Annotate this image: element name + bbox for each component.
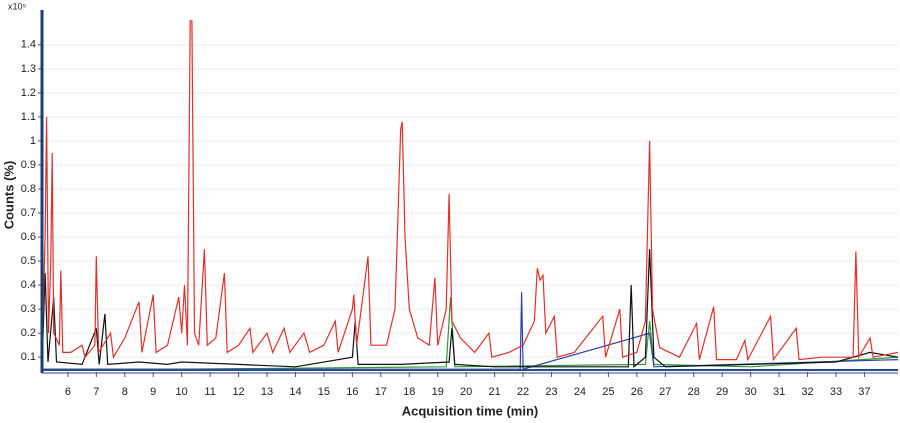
y-tick-label: 0.4	[21, 279, 36, 291]
y-tick-label: 1.1	[21, 111, 36, 123]
x-tick-label: 16	[346, 386, 358, 398]
x-tick-label: 7	[93, 386, 99, 398]
y-tick-label: 0.8	[21, 183, 36, 195]
x-tick-label: 18	[403, 386, 415, 398]
y-tick-label: 0.5	[21, 255, 36, 267]
x-tick-label: 11	[204, 386, 215, 398]
x-tick-label: 24	[574, 386, 586, 398]
y-axis-label: Counts (%)	[1, 161, 16, 230]
x-tick-label: 6	[65, 386, 71, 398]
x-tick-label: 14	[289, 386, 301, 398]
x-tick-label: 37	[858, 386, 870, 398]
y-tick-label: 1.3	[21, 63, 36, 75]
x-tick-label: 23	[545, 386, 557, 398]
y-tick-label: 1	[30, 135, 36, 147]
y-tick-label: 0.7	[21, 207, 36, 219]
series-line	[41, 249, 899, 369]
x-axis-label: Acquisition time (min)	[402, 403, 539, 418]
x-tick-label: 8	[122, 386, 128, 398]
x-tick-label: 28	[688, 386, 700, 398]
x-tick-label: 32	[801, 386, 813, 398]
x-tick-label: 20	[460, 386, 472, 398]
x-tick-label: 22	[517, 386, 529, 398]
y-tick-label: 0.1	[21, 351, 36, 363]
x-tick-label: 33	[830, 386, 842, 398]
x-tick-label: 29	[716, 386, 728, 398]
x-tick-label: 27	[659, 386, 671, 398]
y-tick-label: 1.4	[21, 39, 36, 51]
x-tick-label: 10	[176, 386, 188, 398]
y-tick-label: 0.9	[21, 159, 36, 171]
x-tick-label: 9	[150, 386, 156, 398]
y-tick-label: 0.6	[21, 231, 36, 243]
x-tick-label: 21	[488, 386, 500, 398]
x-tick-label: 12	[232, 386, 244, 398]
y-tick-label: 0.3	[21, 303, 36, 315]
y-tick-label: 1.2	[21, 87, 36, 99]
x-tick-label: 19	[432, 386, 444, 398]
y-multiplier: x10⁵	[8, 1, 27, 11]
x-tick-label: 31	[773, 386, 785, 398]
y-tick-label: 0.2	[21, 327, 36, 339]
x-tick-label: 25	[602, 386, 614, 398]
x-tick-label: 26	[631, 386, 643, 398]
x-tick-label: 17	[375, 386, 387, 398]
series-line	[41, 20, 899, 362]
x-tick-label: 15	[318, 386, 330, 398]
x-tick-label: 30	[745, 386, 757, 398]
x-tick-label: 13	[261, 386, 273, 398]
